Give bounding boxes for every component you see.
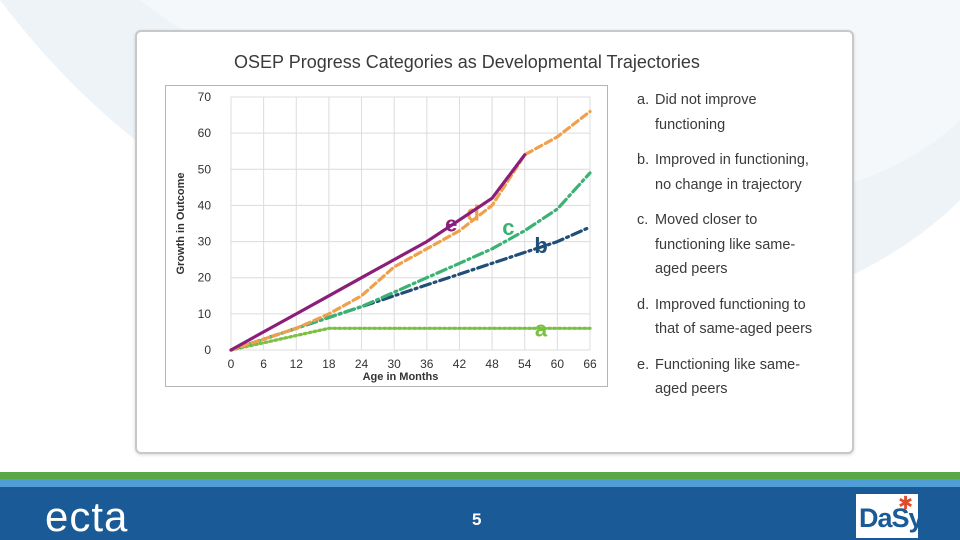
y-tick-label: 0 xyxy=(204,343,211,357)
x-tick-label: 54 xyxy=(518,357,532,371)
series-line-e xyxy=(229,153,527,352)
x-tick-label: 12 xyxy=(290,357,304,371)
legend-text: Moved closer to functioning like same-ag… xyxy=(655,212,796,277)
legend-text: Improved in functioning, no change in tr… xyxy=(655,152,809,193)
x-tick-label: 48 xyxy=(485,357,499,371)
y-axis-label: Growth in Outcome xyxy=(175,172,187,274)
chart-area: 0 6 12 18 24 30 36 42 48 54 60 66 0 10 20 30 40 50 60 70 Age… xyxy=(165,85,608,387)
x-tick-label: 66 xyxy=(583,357,597,371)
y-tick-label: 10 xyxy=(198,307,212,321)
ecta-logo: ecta xyxy=(45,493,129,540)
chart-border xyxy=(165,85,608,387)
footer-bar xyxy=(0,487,960,540)
legend-letter: e. xyxy=(637,356,650,373)
legend-text: Improved functioning to that of same-age… xyxy=(655,296,813,338)
series-label-b: b xyxy=(534,233,547,258)
y-tick-label: 30 xyxy=(198,235,212,249)
legend: a. Did not improve functioning b. Improv… xyxy=(637,88,837,413)
legend-item-d: d. Improved functioning to that of same-… xyxy=(637,293,837,342)
legend-letter: a. xyxy=(637,92,650,108)
series-label-a: a xyxy=(535,316,548,341)
y-tick-label: 50 xyxy=(198,162,212,176)
legend-letter: d. xyxy=(637,296,650,313)
legend-item-b: b. Improved in functioning, no change in… xyxy=(637,148,837,197)
x-tick-label: 42 xyxy=(453,357,467,371)
legend-item-e: e. Functioning like same-aged peers xyxy=(637,353,837,402)
page-number: 5 xyxy=(472,510,482,529)
legend-text: Functioning like same-aged peers xyxy=(655,356,801,398)
y-tick-label: 70 xyxy=(198,90,212,104)
y-tick-label: 40 xyxy=(198,198,212,212)
x-tick-label: 36 xyxy=(420,357,434,371)
dasy-star-icon: ✱ xyxy=(898,493,914,513)
x-tick-label: 24 xyxy=(355,357,369,371)
chart-title: OSEP Progress Categories as Developmenta… xyxy=(234,52,700,72)
x-tick-label: 60 xyxy=(551,357,565,371)
x-tick-label: 18 xyxy=(322,357,336,371)
legend-letter: b. xyxy=(637,152,650,168)
legend-item-c: c. Moved closer to functioning like same… xyxy=(637,208,837,282)
legend-letter: c. xyxy=(637,212,649,228)
legend-text: Did not improve functioning xyxy=(655,92,757,133)
x-axis-label: Age in Months xyxy=(363,371,439,383)
series-label-e: e xyxy=(445,212,457,237)
series-line-a xyxy=(229,326,592,352)
chart-card: OSEP Progress Categories as Developmenta… xyxy=(135,30,854,454)
y-tick-label: 20 xyxy=(198,271,212,285)
footer-stripe-blue xyxy=(0,479,960,487)
trajectory-chart: 0 6 12 18 24 30 36 42 48 54 60 66 0 10 20 30 40 50 60 70 Age… xyxy=(165,85,608,387)
legend-item-a: a. Did not improve functioning xyxy=(637,88,837,137)
x-tick-label: 30 xyxy=(388,357,402,371)
series-line-d xyxy=(229,109,592,352)
dasy-logo: DaSy ✱ xyxy=(856,493,924,538)
footer-stripe-green xyxy=(0,472,960,479)
x-tick-label: 6 xyxy=(260,357,267,371)
y-tick-label: 60 xyxy=(198,126,212,140)
dasy-logo-text: DaSy xyxy=(859,503,924,533)
x-tick-label: 0 xyxy=(228,357,235,371)
series-label-c: c xyxy=(502,215,514,240)
